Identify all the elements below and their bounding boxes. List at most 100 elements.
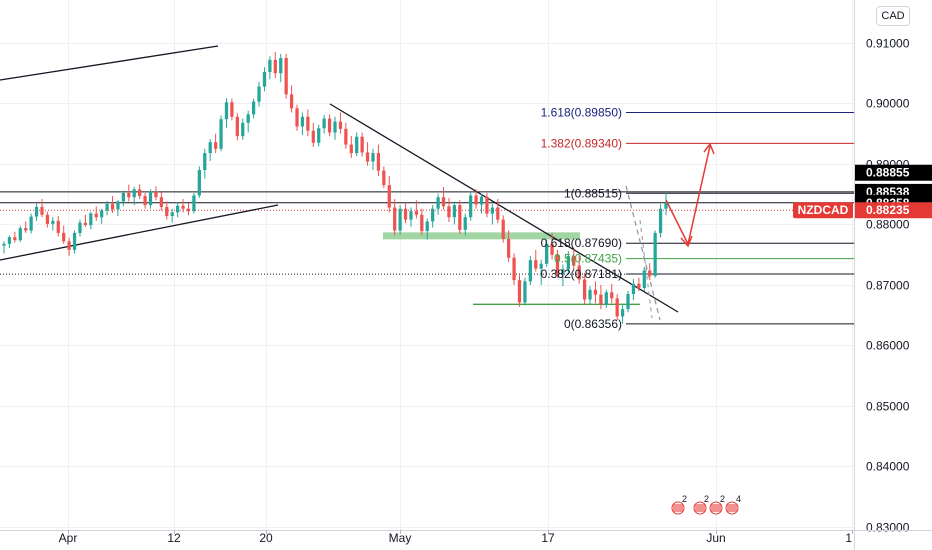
y-tick-label: 0.90000 [866, 97, 910, 111]
x-tick-label: 12 [167, 531, 181, 545]
candle-body [176, 205, 180, 213]
fib-retracement-label: 0.382(0.87181) [541, 267, 622, 281]
candle-body [213, 142, 218, 149]
candle-body [327, 118, 332, 133]
candle-body [148, 191, 153, 206]
x-tick-label: Apr [59, 531, 78, 545]
candle-body [78, 222, 82, 233]
candle-body [637, 283, 641, 288]
upper-trendline[interactable] [0, 45, 219, 81]
candle-body [273, 59, 277, 74]
candle-body [224, 102, 229, 120]
y-tick-label: 0.85000 [866, 400, 910, 414]
candle-body [463, 217, 467, 230]
candle-body [387, 185, 391, 208]
rising-channel-line[interactable] [0, 204, 279, 261]
fib-connector-2[interactable] [639, 219, 653, 319]
event-flag[interactable]: 4 [725, 494, 741, 515]
candle-body [116, 201, 120, 210]
trendlines[interactable] [0, 45, 679, 321]
candle-body [246, 114, 250, 123]
candle-body [67, 241, 71, 250]
candle-body [159, 197, 163, 207]
candle-body [479, 196, 484, 205]
candle-body [344, 128, 348, 145]
candle-body [51, 220, 55, 224]
candle-body [452, 205, 457, 218]
y-tick-label: 0.83000 [866, 521, 910, 535]
price-tag: 0.88855 [866, 166, 910, 180]
current-price-tag-bg [855, 202, 932, 219]
horizontal-levels [0, 112, 854, 325]
y-tick-label: 0.87000 [866, 279, 910, 293]
candle-body [507, 238, 511, 258]
price-axis[interactable]: 0.83000 0.84000 0.85000 0.86000 0.87000 0.880… [793, 0, 932, 550]
candle-body [154, 191, 158, 198]
fib-extension-label: 1.382(0.89340) [541, 136, 622, 150]
candle-body [311, 130, 315, 143]
candle-body [72, 232, 77, 250]
fib-extension-label: 1.618(0.89850) [541, 106, 622, 120]
candle-body [181, 205, 185, 209]
event-flag-fill [711, 504, 721, 512]
event-flag-fill [695, 504, 705, 512]
candle-body [572, 255, 576, 266]
candle-body [512, 257, 516, 281]
candle-body [251, 101, 256, 115]
candle-body [382, 170, 386, 186]
candle-body [561, 269, 565, 275]
candle-body [550, 243, 554, 255]
candle-body [371, 153, 375, 162]
projection-arrows[interactable] [665, 142, 715, 248]
fib-retracement-label: 0.5(0.87435) [554, 252, 622, 266]
candle-body [186, 208, 191, 212]
economic-events[interactable]: 2 2 2 4 [671, 494, 741, 515]
falling-trendline[interactable] [329, 103, 679, 313]
candle-body [2, 243, 6, 246]
event-flag[interactable]: 2 [709, 494, 725, 515]
x-tick-label: 1 [845, 531, 852, 545]
candle-body [165, 206, 169, 216]
currency-button[interactable]: CAD [876, 6, 910, 26]
projection-path[interactable] [665, 145, 711, 247]
candle-body [474, 195, 478, 205]
candles [2, 52, 668, 324]
arrowhead-up [703, 142, 715, 155]
candle-body [262, 71, 267, 87]
candle-body [121, 193, 126, 202]
time-axis[interactable]: Apr 12 20 May 17 Jun 1 [0, 530, 932, 545]
event-count-label: 2 [720, 494, 725, 504]
event-flag[interactable]: 2 [693, 494, 709, 515]
candle-body [241, 122, 245, 137]
grid [0, 0, 854, 530]
candle-body [436, 197, 440, 209]
candle-body [431, 208, 435, 222]
event-flag[interactable]: 2 [671, 494, 687, 515]
candle-body [100, 210, 104, 218]
candle-body [56, 220, 60, 233]
candle-body [219, 119, 223, 149]
x-tick-label: Jun [706, 531, 725, 545]
candle-body [631, 283, 636, 295]
candle-body [360, 136, 364, 153]
candle-body [610, 292, 614, 299]
candle-body [300, 116, 305, 127]
candle-body [490, 207, 494, 214]
candle-body [458, 205, 462, 230]
candle-body [393, 207, 397, 231]
candle-body [317, 128, 321, 143]
candle-body [306, 116, 310, 131]
candle-body [279, 58, 283, 74]
candle-body [62, 232, 66, 242]
candle-body [588, 289, 592, 300]
candle-body [29, 216, 33, 231]
candle-body [517, 280, 522, 303]
candle-body [409, 211, 413, 220]
candle-body [40, 206, 44, 215]
candle-body [230, 102, 234, 117]
candle-body [24, 228, 28, 231]
x-tick-label: 20 [259, 531, 273, 545]
candle-body [89, 213, 93, 226]
candle-body [376, 153, 381, 171]
